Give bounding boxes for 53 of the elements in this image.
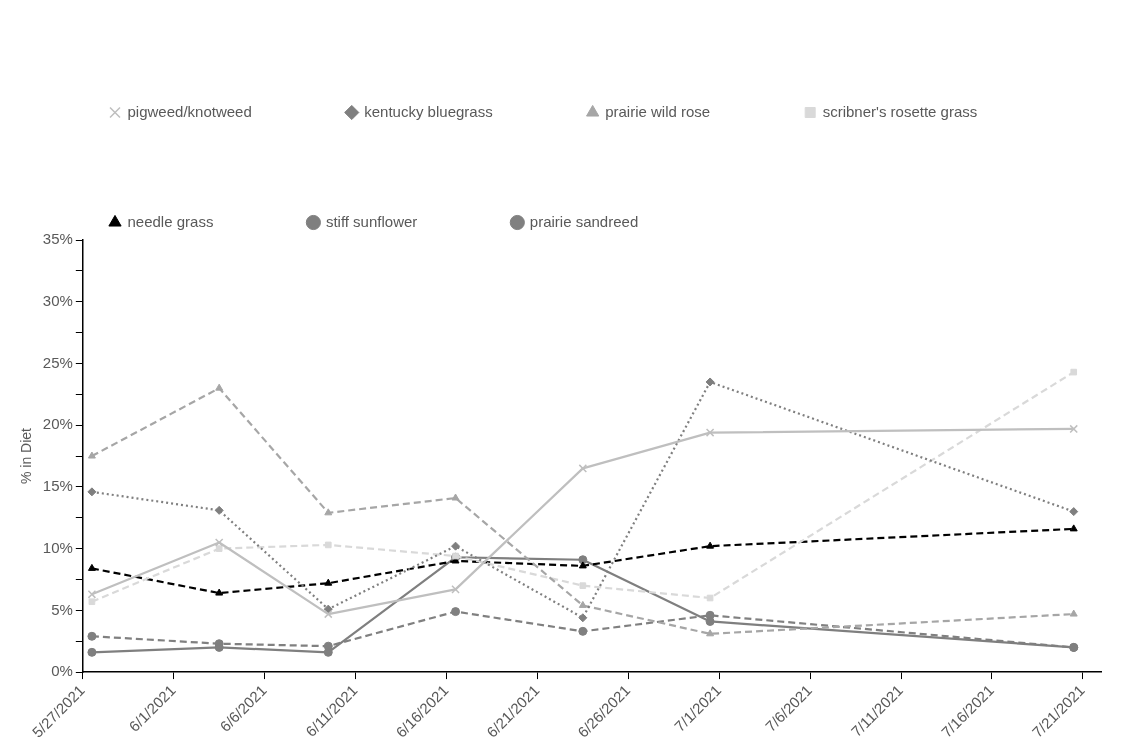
point [214, 505, 224, 515]
y-tick-label: 30% [42, 291, 73, 309]
point [451, 585, 460, 594]
legend-label: prairie wild rose [605, 102, 711, 120]
point [87, 631, 97, 641]
point [451, 607, 461, 617]
point [578, 464, 588, 473]
point [705, 377, 715, 387]
point [706, 541, 715, 549]
y-tick-label: 0% [51, 662, 73, 680]
point [578, 561, 587, 569]
point [215, 588, 224, 596]
point [87, 451, 96, 459]
point [323, 609, 333, 619]
y-tick-label: 15% [42, 477, 73, 495]
point [324, 508, 333, 516]
point [215, 383, 224, 391]
legend-label: pigweed/knotweed [127, 102, 252, 120]
point [1069, 609, 1078, 617]
point [578, 613, 588, 623]
legend-label: scribner's rosette grass [822, 102, 978, 120]
point [323, 604, 333, 614]
y-tick-label: 25% [42, 353, 73, 371]
point [578, 626, 588, 636]
point [87, 487, 97, 497]
y-tick-label: 10% [42, 538, 73, 556]
point [1069, 507, 1079, 517]
point [706, 629, 715, 637]
legend-label: needle grass [127, 212, 214, 230]
point [1069, 524, 1078, 532]
y-tick-label: 5% [51, 600, 73, 618]
point [324, 541, 332, 549]
point [451, 493, 460, 501]
point [88, 598, 96, 606]
point [1070, 368, 1078, 376]
point [87, 590, 97, 599]
y-tick-label: 35% [42, 230, 73, 248]
point [578, 600, 587, 608]
point [451, 541, 461, 551]
point [705, 428, 715, 437]
y-tick-label: 20% [42, 415, 73, 433]
point [214, 538, 224, 547]
point [579, 582, 587, 589]
point [87, 647, 97, 657]
point [324, 578, 333, 586]
legend-label: stiff sunflower [325, 212, 418, 230]
point [706, 594, 714, 602]
legend-label: kentucky bluegrass [364, 102, 493, 120]
legend-label: prairie sandreed [529, 212, 639, 230]
point [87, 563, 96, 571]
point [1069, 424, 1079, 434]
point [215, 545, 223, 552]
y-axis-title: % in Diet [18, 427, 35, 485]
